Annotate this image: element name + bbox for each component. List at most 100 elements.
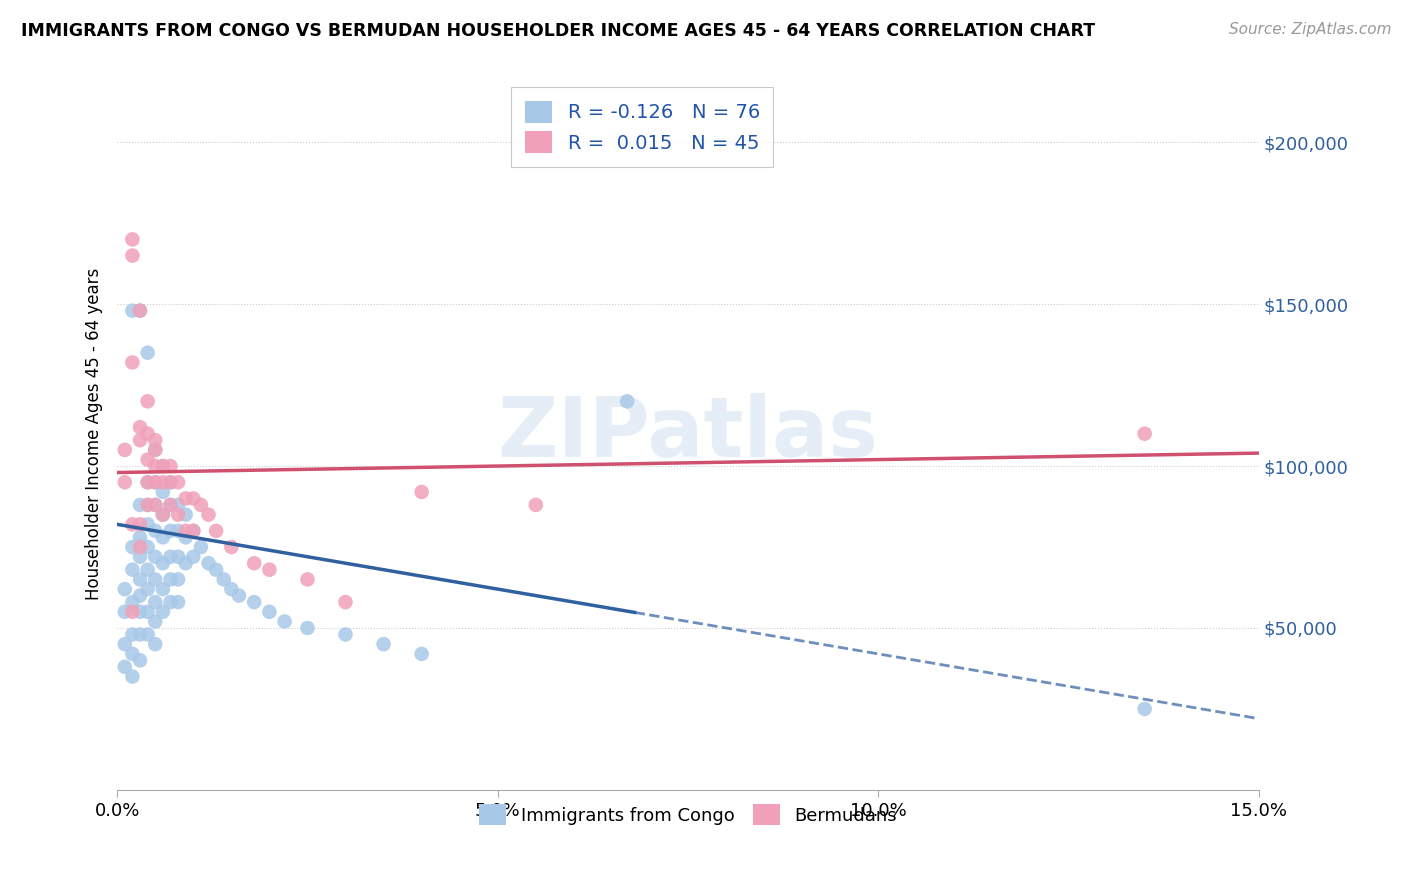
Point	[129, 589, 152, 603]
Point	[152, 582, 174, 596]
Point	[114, 475, 136, 490]
Point	[152, 458, 174, 473]
Point	[143, 433, 166, 447]
Point	[129, 573, 152, 587]
Point	[129, 433, 152, 447]
Point	[152, 530, 174, 544]
Point	[129, 540, 152, 554]
Point	[152, 556, 174, 570]
Point	[136, 394, 159, 409]
Point	[335, 595, 357, 609]
Point	[114, 442, 136, 457]
Point	[129, 605, 152, 619]
Point	[121, 355, 143, 369]
Point	[167, 475, 190, 490]
Point	[243, 556, 266, 570]
Point	[152, 475, 174, 490]
Point	[121, 232, 143, 246]
Point	[174, 524, 197, 538]
Point	[136, 605, 159, 619]
Point	[167, 524, 190, 538]
Point	[335, 627, 357, 641]
Point	[297, 621, 319, 635]
Point	[143, 573, 166, 587]
Point	[143, 524, 166, 538]
Point	[259, 563, 281, 577]
Point	[121, 595, 143, 609]
Point	[1133, 426, 1156, 441]
Point	[136, 345, 159, 359]
Point	[243, 595, 266, 609]
Point	[174, 556, 197, 570]
Point	[129, 549, 152, 564]
Point	[524, 498, 547, 512]
Point	[143, 549, 166, 564]
Point	[159, 498, 181, 512]
Point	[129, 530, 152, 544]
Point	[221, 582, 243, 596]
Point	[129, 627, 152, 641]
Point	[121, 540, 143, 554]
Point	[129, 303, 152, 318]
Point	[136, 627, 159, 641]
Point	[205, 524, 228, 538]
Point	[121, 563, 143, 577]
Point	[143, 595, 166, 609]
Point	[190, 498, 212, 512]
Point	[136, 540, 159, 554]
Point	[159, 573, 181, 587]
Point	[121, 647, 143, 661]
Text: ZIPatlas: ZIPatlas	[498, 393, 879, 475]
Point	[152, 508, 174, 522]
Point	[114, 605, 136, 619]
Point	[136, 498, 159, 512]
Point	[411, 485, 433, 500]
Point	[152, 485, 174, 500]
Y-axis label: Householder Income Ages 45 - 64 years: Householder Income Ages 45 - 64 years	[86, 268, 103, 599]
Point	[205, 563, 228, 577]
Point	[616, 394, 638, 409]
Point	[159, 549, 181, 564]
Point	[212, 573, 235, 587]
Point	[197, 508, 219, 522]
Point	[152, 458, 174, 473]
Point	[136, 563, 159, 577]
Point	[167, 549, 190, 564]
Point	[129, 653, 152, 667]
Point	[152, 508, 174, 522]
Point	[174, 491, 197, 506]
Point	[121, 669, 143, 683]
Text: Source: ZipAtlas.com: Source: ZipAtlas.com	[1229, 22, 1392, 37]
Point	[136, 452, 159, 467]
Point	[136, 475, 159, 490]
Point	[167, 573, 190, 587]
Point	[143, 475, 166, 490]
Point	[114, 582, 136, 596]
Point	[159, 524, 181, 538]
Point	[167, 508, 190, 522]
Point	[136, 426, 159, 441]
Point	[167, 498, 190, 512]
Point	[143, 475, 166, 490]
Point	[167, 595, 190, 609]
Point	[197, 556, 219, 570]
Point	[174, 530, 197, 544]
Point	[411, 647, 433, 661]
Point	[121, 605, 143, 619]
Point	[136, 517, 159, 532]
Point	[121, 303, 143, 318]
Point	[143, 637, 166, 651]
Point	[129, 303, 152, 318]
Legend: Immigrants from Congo, Bermudans: Immigrants from Congo, Bermudans	[470, 796, 905, 834]
Point	[114, 660, 136, 674]
Point	[273, 615, 295, 629]
Point	[129, 498, 152, 512]
Point	[181, 524, 204, 538]
Point	[143, 442, 166, 457]
Point	[190, 540, 212, 554]
Point	[1133, 702, 1156, 716]
Point	[121, 517, 143, 532]
Point	[159, 475, 181, 490]
Point	[373, 637, 395, 651]
Point	[114, 637, 136, 651]
